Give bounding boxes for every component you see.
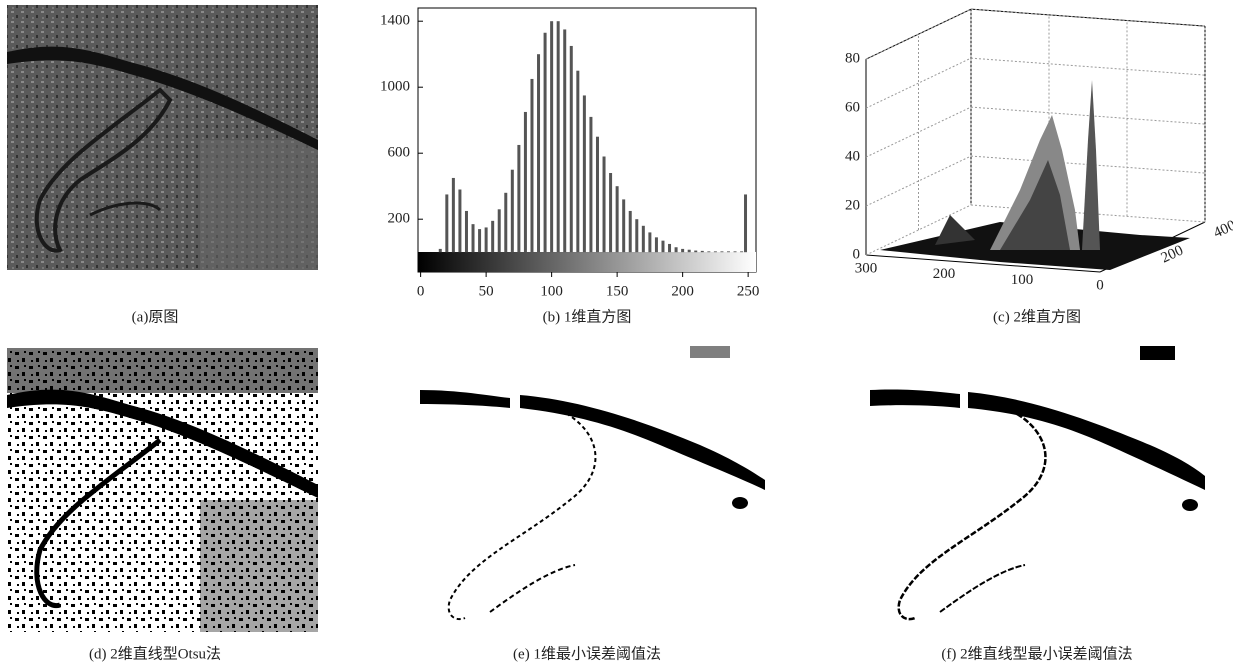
- caption: (e) 1维最小误差阈值法: [513, 645, 661, 662]
- y-tick-label: 1000: [380, 79, 410, 95]
- bar: [668, 243, 672, 253]
- bar: [451, 177, 455, 253]
- grid-line: [865, 155, 972, 207]
- bar: [530, 78, 534, 253]
- bar: [569, 45, 573, 253]
- bar: [556, 21, 560, 253]
- bar: [464, 210, 468, 253]
- image-min-error-1d: [420, 346, 765, 620]
- bar: [615, 186, 619, 253]
- image-min-error-2d: [870, 346, 1205, 621]
- bar: [582, 95, 586, 253]
- bar: [458, 189, 462, 253]
- bar: [661, 240, 665, 253]
- x-tick-label: 100: [540, 283, 563, 299]
- caption: (d) 2维直线型Otsu法: [89, 645, 221, 662]
- bar: [491, 220, 495, 253]
- image-original: [7, 5, 318, 270]
- caption: (c) 2维直方图: [993, 308, 1081, 325]
- bar: [733, 251, 737, 253]
- bar: [517, 144, 521, 253]
- plot-frame: [417, 7, 757, 273]
- bar: [681, 248, 685, 253]
- bar: [720, 251, 724, 253]
- x-tick-label: 0: [1096, 277, 1104, 293]
- y-tick-label: 600: [388, 145, 411, 161]
- bar: [648, 232, 652, 253]
- surface: [880, 80, 1190, 270]
- bar: [687, 249, 691, 253]
- bar: [628, 210, 632, 253]
- bar: [504, 192, 508, 253]
- x-tick-label: 200: [933, 266, 956, 282]
- bar: [523, 111, 527, 253]
- caption: (f) 2维直线型最小误差阈值法: [941, 645, 1132, 662]
- bar: [563, 29, 567, 253]
- bar: [609, 173, 613, 253]
- bar: [602, 156, 606, 253]
- image-otsu: [7, 348, 318, 632]
- grid-line: [865, 8, 972, 60]
- bar: [713, 251, 717, 253]
- grid-line: [865, 204, 972, 256]
- bar: [537, 54, 541, 253]
- bar: [543, 32, 547, 253]
- gray-scale-bar: [418, 252, 756, 272]
- grid-line: [865, 106, 972, 158]
- z-tick-label: 80: [845, 51, 860, 67]
- bar: [497, 209, 501, 253]
- caption: (b) 1维直方图: [543, 308, 632, 325]
- bar: [654, 237, 658, 253]
- y-tick-label: 400: [1211, 217, 1233, 241]
- x-tick-label: 0: [417, 283, 425, 299]
- grid-line: [865, 57, 972, 109]
- x-tick-label: 150: [606, 283, 629, 299]
- z-tick-label: 40: [845, 149, 860, 165]
- z-tick-label: 60: [845, 100, 860, 116]
- x-tick-label: 50: [479, 283, 494, 299]
- bar: [438, 248, 442, 253]
- y-tick-label: 1400: [380, 13, 410, 29]
- bar: [510, 169, 514, 253]
- bar: [576, 70, 580, 253]
- bar: [471, 224, 475, 253]
- bar: [674, 247, 678, 253]
- bar: [478, 229, 482, 253]
- z-tick-label: 20: [845, 197, 860, 213]
- x-tick-label: 200: [671, 283, 694, 299]
- x-tick-label: 250: [737, 283, 760, 299]
- histogram: 200 600 1000 1400 0 50 100 150 200 250: [380, 13, 759, 300]
- bar: [700, 250, 704, 253]
- bar: [445, 194, 449, 253]
- bar: [707, 251, 711, 253]
- grid-line: [970, 8, 1206, 27]
- z-tick-label: 0: [853, 246, 861, 262]
- bar: [694, 250, 698, 253]
- x-tick-label: 300: [855, 260, 878, 276]
- grid-line: [970, 57, 1206, 76]
- bar: [595, 136, 599, 253]
- bar: [622, 199, 626, 253]
- bar: [484, 227, 488, 253]
- bar: [589, 116, 593, 253]
- caption: (a)原图: [132, 308, 179, 325]
- bar: [550, 21, 554, 253]
- axis-line: [865, 254, 1101, 273]
- y-tick-label: 200: [388, 211, 411, 227]
- bar: [740, 251, 744, 253]
- bar: [744, 194, 748, 253]
- bar: [641, 225, 645, 253]
- bar: [635, 219, 639, 253]
- grid-line: [970, 106, 1206, 125]
- x-tick-label: 100: [1011, 272, 1034, 288]
- bar: [726, 251, 730, 253]
